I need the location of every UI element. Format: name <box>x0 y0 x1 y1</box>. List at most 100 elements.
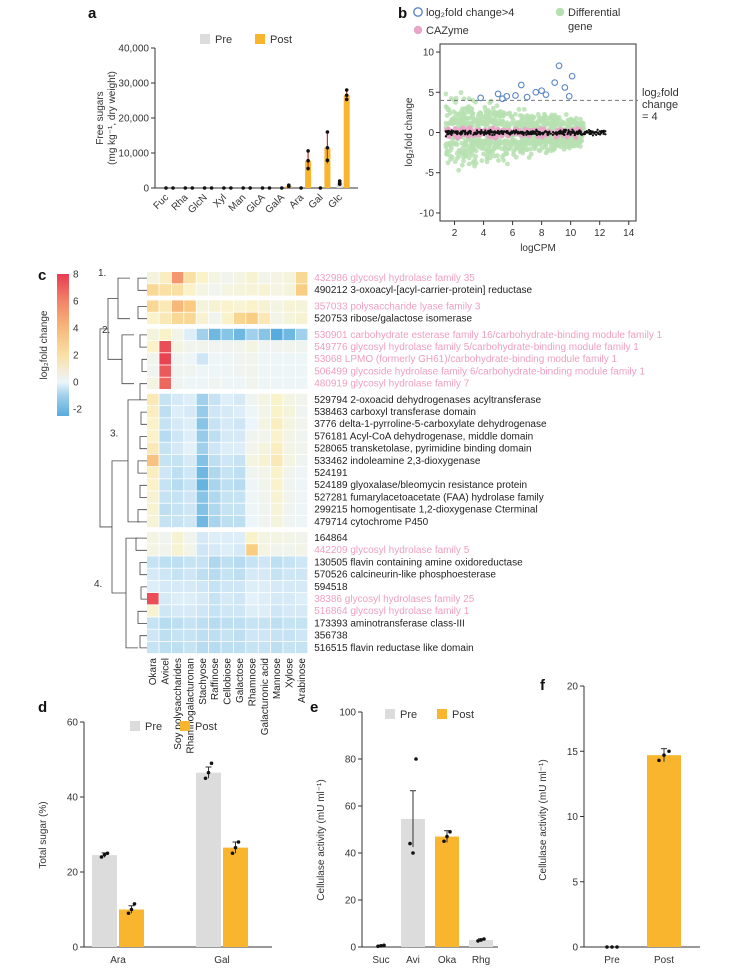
b-diff-gene-point <box>492 146 497 152</box>
b-diff-gene-point <box>459 162 465 168</box>
b-gene-point <box>551 130 555 134</box>
c-heat-cell <box>209 328 221 341</box>
b-gene-point <box>510 130 513 133</box>
c-heat-cell <box>171 580 184 593</box>
c-heat-cell <box>258 454 271 467</box>
b-diff-gene-point <box>523 136 529 142</box>
c-column-label: Soy polysaccharides <box>173 658 184 750</box>
c-heat-cell <box>196 393 209 406</box>
b-legend-green <box>555 7 565 17</box>
c-heat-cell <box>246 532 258 544</box>
c-heat-cell <box>233 353 246 365</box>
b-diff-gene-point <box>522 142 528 147</box>
d-point <box>105 851 110 856</box>
b-diff-gene-point <box>516 106 522 112</box>
panel-label-d: d <box>38 699 47 716</box>
e-bar <box>435 836 459 947</box>
c-heat-cell <box>295 467 308 479</box>
c-heat-cell <box>295 629 308 641</box>
c-heat-cell <box>271 515 283 528</box>
a-point <box>229 186 233 190</box>
b-highlight-point <box>499 95 506 103</box>
b-legend-label: gene <box>568 21 592 33</box>
b-diff-gene-point <box>487 100 493 106</box>
c-heat-cell <box>246 593 258 605</box>
c-heat-cell <box>209 300 221 312</box>
c-heat-cell <box>246 617 258 629</box>
a-xtick-label: Glc <box>326 192 344 210</box>
c-heat-cell <box>159 491 171 503</box>
c-heat-cell <box>184 503 196 515</box>
c-heat-cell <box>233 284 246 296</box>
c-row-label: 53068 LPMO (formerly GH61)/carbohydrate-… <box>314 354 617 365</box>
b-legend-label: log₂fold change>4 <box>426 7 514 19</box>
c-heat-cell <box>221 605 233 617</box>
c-heat-cell <box>184 641 196 654</box>
c-heat-cell <box>184 430 196 442</box>
c-heat-cell <box>221 556 233 568</box>
c-row-label: 442209 glycosyl hydrolase family 5 <box>314 545 470 556</box>
c-heat-cell <box>196 641 209 654</box>
c-heat-cell <box>147 353 159 365</box>
c-heat-cell <box>184 515 196 528</box>
c-heat-cell <box>196 377 209 389</box>
c-heat-cell <box>295 503 308 515</box>
panel-f: f 0 5 10 15 20 Cellulase activity (mU ml⁻¹) Pr… <box>538 677 700 966</box>
c-heat-cell <box>246 641 258 654</box>
a-legend-post-swatch <box>255 34 265 44</box>
c-dendro-group <box>125 537 138 649</box>
c-heat-cell <box>246 467 258 479</box>
b-diff-gene-point <box>466 155 472 161</box>
c-heat-cell <box>258 479 271 491</box>
c-heat-cell <box>147 629 159 641</box>
c-heat-cell <box>147 442 159 454</box>
c-heat-cell <box>209 341 221 353</box>
c-dendro-branch <box>139 383 147 401</box>
f-ytick-label: 15 <box>567 747 579 758</box>
c-heat-cell <box>283 532 295 544</box>
f-ytick-label: 5 <box>572 877 578 888</box>
c-dendro-branch <box>139 635 147 649</box>
b-cazyme-point <box>468 125 473 130</box>
c-heat-cell <box>147 580 159 593</box>
c-heat-cell <box>196 406 209 418</box>
c-heat-cell <box>258 593 271 605</box>
c-heat-cell <box>196 479 209 491</box>
b-gene-point <box>583 133 586 136</box>
c-heat-cell <box>147 593 159 605</box>
b-diff-gene-point <box>469 120 474 126</box>
b-gene-point <box>475 129 479 132</box>
c-column-label: Arabinose <box>297 658 308 703</box>
b-gene-point <box>520 130 523 134</box>
c-row-label: 538463 carboxyl transferase domain <box>314 407 476 418</box>
c-heat-cell <box>184 312 196 324</box>
b-diff-gene-point <box>482 138 488 144</box>
c-heat-cell <box>233 580 246 593</box>
c-heat-cell <box>221 491 233 503</box>
b-gene-point <box>499 131 502 134</box>
b-diff-gene-point <box>497 109 503 114</box>
c-dendro-branch <box>137 610 147 624</box>
c-row-label: 524189 glyoxalase/bleomycin resistance p… <box>314 480 527 491</box>
b-diff-gene-point <box>536 147 542 153</box>
b-diff-gene-point <box>443 91 449 97</box>
c-dendro-branch <box>135 537 147 551</box>
c-heat-cell <box>271 353 283 365</box>
c-heat-cell <box>258 617 271 629</box>
b-diff-gene-point <box>512 111 518 117</box>
c-heat-cell <box>147 418 159 430</box>
c-heat-cell <box>295 442 308 454</box>
b-xlabel: logCPM <box>520 243 556 254</box>
c-heat-cell <box>147 491 159 503</box>
c-heat-cell <box>159 641 171 654</box>
d-bar-post <box>119 909 144 947</box>
b-threshold-label: = 4 <box>642 111 658 123</box>
c-heat-cell <box>147 300 159 312</box>
c-heat-cell <box>233 377 246 389</box>
b-diff-gene-point <box>446 107 452 112</box>
b-diff-gene-point <box>499 122 504 127</box>
b-highlight-point <box>477 94 485 102</box>
b-gene-point <box>595 133 598 137</box>
c-heat-cell <box>147 284 159 296</box>
c-heat-cell <box>233 328 246 341</box>
